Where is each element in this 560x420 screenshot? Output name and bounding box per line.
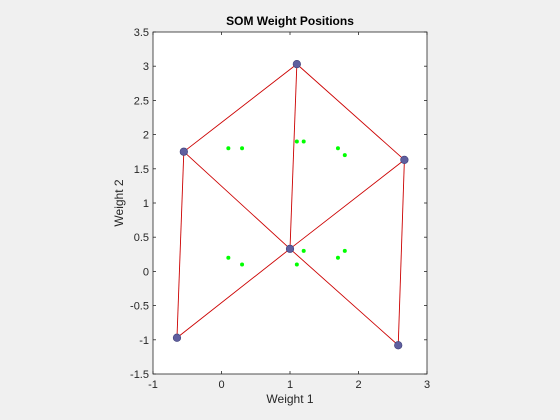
y-tick-label: -1 xyxy=(139,335,149,347)
input-point xyxy=(342,248,347,253)
x-tick-label: 2 xyxy=(355,379,361,391)
neighbor-link xyxy=(176,248,291,339)
x-tick-label: -1 xyxy=(148,379,158,391)
y-tick-label: 0 xyxy=(143,266,149,278)
axes-box xyxy=(152,31,428,375)
y-tick-label: 0.5 xyxy=(134,232,149,244)
input-point xyxy=(294,139,299,144)
y-tick-label: 1 xyxy=(143,198,149,210)
input-point xyxy=(301,139,306,144)
y-tick-label: 2 xyxy=(143,130,149,142)
y-tick-label: 1.5 xyxy=(134,164,149,176)
input-point xyxy=(335,255,340,260)
neuron-point xyxy=(292,60,301,69)
neuron-points xyxy=(172,60,409,350)
neighbor-links xyxy=(176,63,405,346)
x-tick-label: 0 xyxy=(218,379,224,391)
y-tick-label: -1.5 xyxy=(130,369,149,381)
neuron-point xyxy=(179,147,188,156)
neighbor-link xyxy=(183,63,298,153)
neuron-point xyxy=(394,341,403,350)
neighbor-link xyxy=(183,151,291,250)
chart-title: SOM Weight Positions xyxy=(226,14,354,28)
input-points xyxy=(226,139,347,267)
input-point xyxy=(301,248,306,253)
input-point xyxy=(240,262,245,267)
neighbor-link xyxy=(397,159,405,346)
neighbor-link xyxy=(296,63,405,161)
input-point xyxy=(226,255,231,260)
x-axis-label: Weight 1 xyxy=(266,392,313,406)
y-tick-label: 3.5 xyxy=(134,27,149,39)
input-point xyxy=(226,146,231,151)
input-point xyxy=(240,146,245,151)
y-tick-label: 3 xyxy=(143,61,149,73)
neighbor-link xyxy=(176,151,185,338)
neighbor-link xyxy=(289,248,399,346)
neuron-point xyxy=(285,244,295,253)
x-tick-label: 3 xyxy=(424,379,430,391)
input-point xyxy=(294,262,299,267)
neighbor-link xyxy=(289,159,405,250)
neuron-point xyxy=(172,333,182,342)
y-tick-label: -0.5 xyxy=(130,301,149,313)
input-point xyxy=(342,153,347,158)
neuron-point xyxy=(400,155,409,165)
y-axis-label: Weight 2 xyxy=(112,179,126,226)
axis-ticks: -1 0 1 2 3-1.5-1-0.500.511.522.533.5 xyxy=(130,27,430,391)
x-tick-label: 1 xyxy=(287,379,293,391)
neighbor-link xyxy=(289,64,298,249)
y-tick-label: 2.5 xyxy=(134,95,149,107)
input-point xyxy=(335,146,340,151)
plot-area xyxy=(153,32,427,374)
